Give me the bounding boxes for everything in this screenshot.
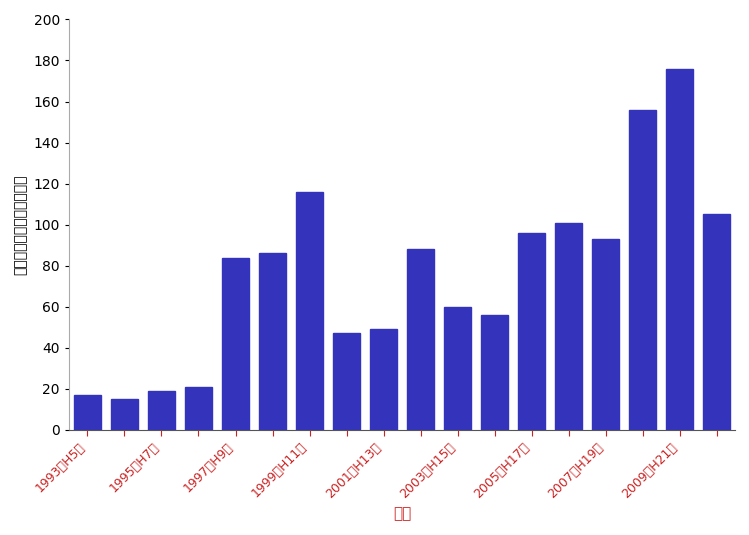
Bar — [703, 215, 730, 430]
Bar — [111, 399, 139, 430]
Bar — [258, 254, 286, 430]
Bar — [148, 391, 175, 430]
Y-axis label: ヒグマ対応出動件数（回）: ヒグマ対応出動件数（回） — [14, 174, 28, 275]
Bar — [222, 257, 249, 430]
Bar — [407, 249, 434, 430]
Bar — [296, 192, 324, 430]
Bar — [592, 239, 619, 430]
Bar — [73, 395, 101, 430]
Bar — [333, 333, 360, 430]
Bar — [555, 223, 583, 430]
Bar — [481, 315, 509, 430]
Bar — [370, 330, 398, 430]
Bar — [443, 307, 471, 430]
X-axis label: 年度: 年度 — [393, 506, 411, 521]
Bar — [184, 387, 213, 430]
Bar — [628, 110, 656, 430]
Bar — [666, 68, 694, 430]
Bar — [518, 233, 545, 430]
